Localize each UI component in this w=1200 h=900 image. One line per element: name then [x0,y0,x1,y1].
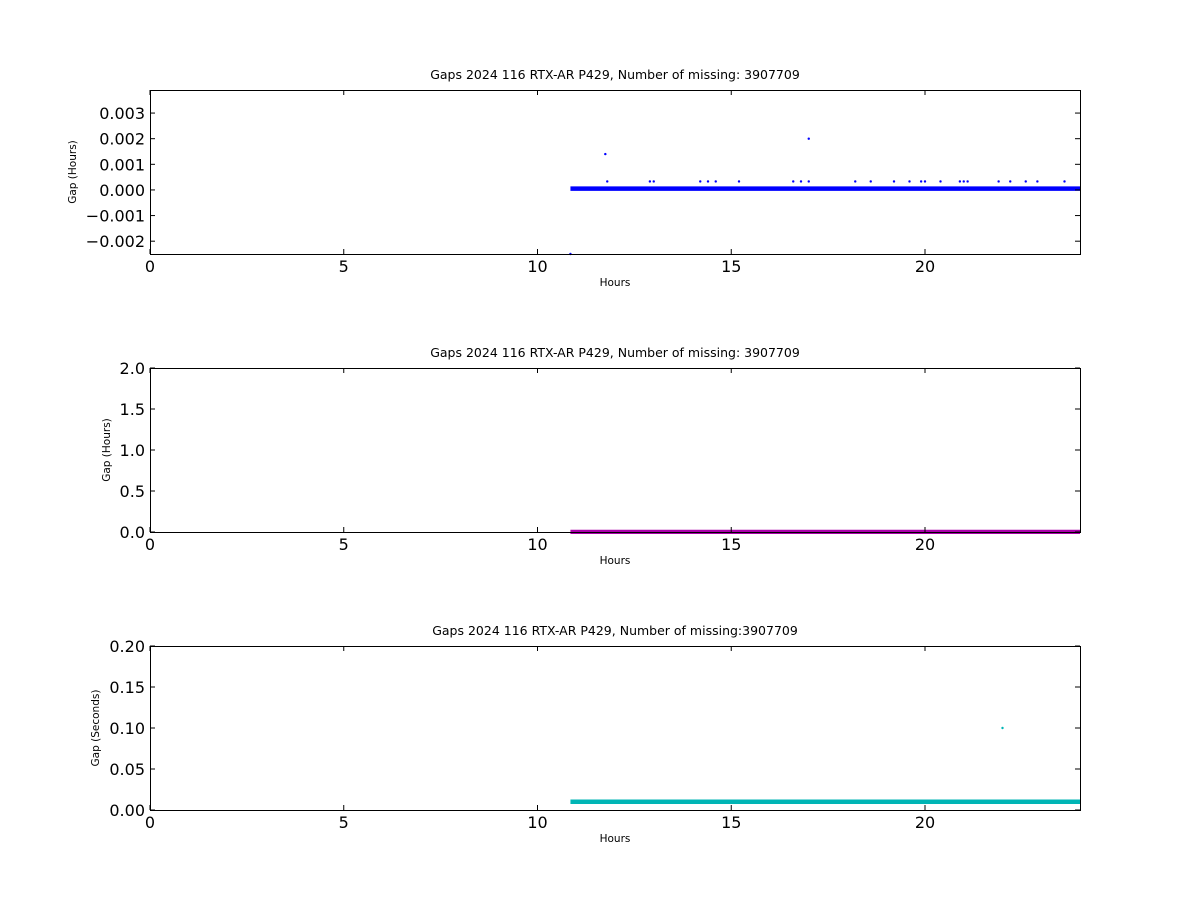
y-tick-label: 0.0 [120,523,145,542]
x-tick-label: 5 [339,535,349,554]
data-point [908,180,911,183]
x-tick-label: 15 [721,813,741,832]
x-tick-label: 20 [915,535,935,554]
x-tick-label: 15 [721,257,741,276]
x-tick-label: 10 [527,813,547,832]
data-point [1036,180,1039,183]
x-tick-label: 15 [721,535,741,554]
y-tick-label: 0.002 [99,130,145,149]
data-point [854,180,857,183]
data-point [648,180,652,183]
y-tick-label: 1.5 [120,400,145,419]
x-tick-label: 0 [145,813,155,832]
data-point [869,180,872,183]
series-marks [569,137,1080,256]
data-point [997,180,1000,183]
chart-title: Gaps 2024 116 RTX-AR P429, Number of mis… [430,345,800,360]
data-point [892,180,896,183]
x-tick-label: 10 [527,257,547,276]
data-point [966,180,969,183]
data-point [792,180,795,183]
x-tick-label: 20 [915,813,935,832]
chart-title: Gaps 2024 116 RTX-AR P429, Number of mis… [432,623,798,638]
y-axis-label: Gap (Hours) [101,418,113,482]
data-point [1001,726,1004,730]
x-axis-label: Hours [600,277,631,289]
y-axis-label: Gap (Hours) [67,140,79,204]
data-point [706,180,710,183]
y-tick-label: 0.001 [99,155,145,174]
data-point [939,180,942,183]
data-point [807,180,810,183]
data-point [652,180,655,183]
axes-frame [150,368,1081,533]
y-tick-label: 0.003 [99,104,145,123]
data-point [958,180,962,183]
y-tick-label: 1.0 [120,441,145,460]
data-point [699,180,702,183]
y-tick-label: 0.5 [120,482,145,501]
data-point [799,180,803,183]
data-point [1009,180,1012,183]
subplot-1: Gaps 2024 116 RTX-AR P429, Number of mis… [67,67,1081,289]
y-tick-label: −0.001 [86,207,145,226]
x-tick-label: 5 [339,257,349,276]
x-tick-label: 5 [339,813,349,832]
x-tick-label: 0 [145,535,155,554]
data-point [606,180,609,183]
data-point [807,137,810,140]
x-axis-label: Hours [600,833,631,845]
data-point [1024,180,1027,183]
data-point [1063,180,1066,183]
data-point [919,180,923,183]
data-point [737,180,741,183]
y-axis-label: Gap (Seconds) [90,690,102,767]
x-tick-label: 0 [145,257,155,276]
y-tick-label: 0.00 [109,801,145,820]
y-tick-label: 0.20 [109,637,145,656]
data-point [923,180,927,183]
x-tick-label: 10 [527,535,547,554]
subplot-3: Gaps 2024 116 RTX-AR P429, Number of mis… [90,623,1081,845]
y-tick-label: −0.002 [86,232,145,251]
y-tick-label: 0.10 [109,719,145,738]
series-marks [570,726,1080,805]
data-point [714,180,717,183]
y-tick-label: 0.05 [109,760,145,779]
axes-frame [150,646,1081,811]
y-tick-label: 0.15 [109,678,145,697]
data-point [962,180,965,183]
chart-title: Gaps 2024 116 RTX-AR P429, Number of mis… [430,67,800,82]
subplot-2: Gaps 2024 116 RTX-AR P429, Number of mis… [101,345,1081,567]
y-tick-label: 0.000 [99,181,145,200]
data-point [604,152,607,156]
x-axis-label: Hours [600,555,631,567]
y-tick-label: 2.0 [120,359,145,378]
axes-frame [150,90,1081,255]
x-tick-label: 20 [915,257,935,276]
